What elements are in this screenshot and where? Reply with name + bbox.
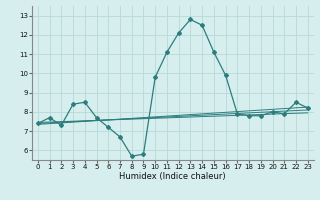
X-axis label: Humidex (Indice chaleur): Humidex (Indice chaleur) xyxy=(119,172,226,181)
